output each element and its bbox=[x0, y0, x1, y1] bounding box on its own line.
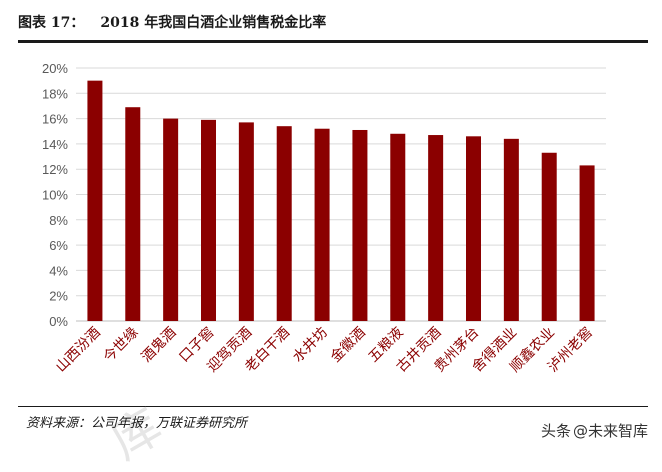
bar bbox=[390, 133, 406, 321]
bar bbox=[163, 118, 179, 321]
figure-label: 图表 17： bbox=[18, 15, 85, 31]
y-tick-label: 4% bbox=[49, 263, 68, 278]
y-tick-label: 20% bbox=[42, 61, 68, 76]
x-tick-label: 酒鬼酒 bbox=[138, 325, 179, 366]
x-tick-label: 金徽酒 bbox=[328, 325, 369, 366]
bar-chart: 0%2%4%6%8%10%12%14%16%18%20%山西汾酒今世缘酒鬼酒口子… bbox=[42, 61, 606, 376]
y-tick-label: 6% bbox=[49, 238, 68, 253]
bar bbox=[125, 107, 141, 321]
bar bbox=[201, 119, 216, 322]
y-tick-label: 0% bbox=[49, 314, 68, 329]
y-tick-label: 14% bbox=[42, 137, 68, 152]
y-tick-label: 8% bbox=[49, 213, 68, 228]
bar bbox=[276, 126, 292, 321]
x-tick-label: 山西汾酒 bbox=[53, 325, 104, 376]
watermark-right: @未来智库 bbox=[572, 422, 648, 440]
watermark: 头条 @未来智库 bbox=[541, 420, 648, 441]
bar bbox=[238, 122, 254, 322]
bar bbox=[541, 152, 557, 321]
source-note: 资料来源：公司年报，万联证券研究所 bbox=[26, 416, 248, 431]
figure-title: 2018 年我国白酒企业销售税金比率 bbox=[100, 15, 327, 31]
figure-header: 图表 17： 2018 年我国白酒企业销售税金比率 bbox=[18, 6, 648, 38]
bar bbox=[428, 135, 444, 321]
bar bbox=[314, 128, 330, 321]
x-tick-label: 今世缘 bbox=[101, 325, 142, 366]
x-tick-label: 水井坊 bbox=[290, 325, 331, 366]
y-tick-label: 12% bbox=[42, 162, 68, 177]
y-tick-label: 18% bbox=[42, 86, 68, 101]
footer-rule bbox=[18, 406, 648, 407]
bar bbox=[503, 138, 519, 321]
bar bbox=[87, 80, 103, 322]
watermark-left: 头条 bbox=[540, 422, 571, 440]
y-tick-label: 16% bbox=[42, 112, 68, 127]
bar bbox=[352, 129, 368, 321]
bar bbox=[466, 136, 481, 321]
header-rule bbox=[18, 40, 648, 43]
y-tick-label: 10% bbox=[42, 188, 68, 203]
y-tick-label: 2% bbox=[49, 289, 68, 304]
bar bbox=[579, 165, 595, 321]
